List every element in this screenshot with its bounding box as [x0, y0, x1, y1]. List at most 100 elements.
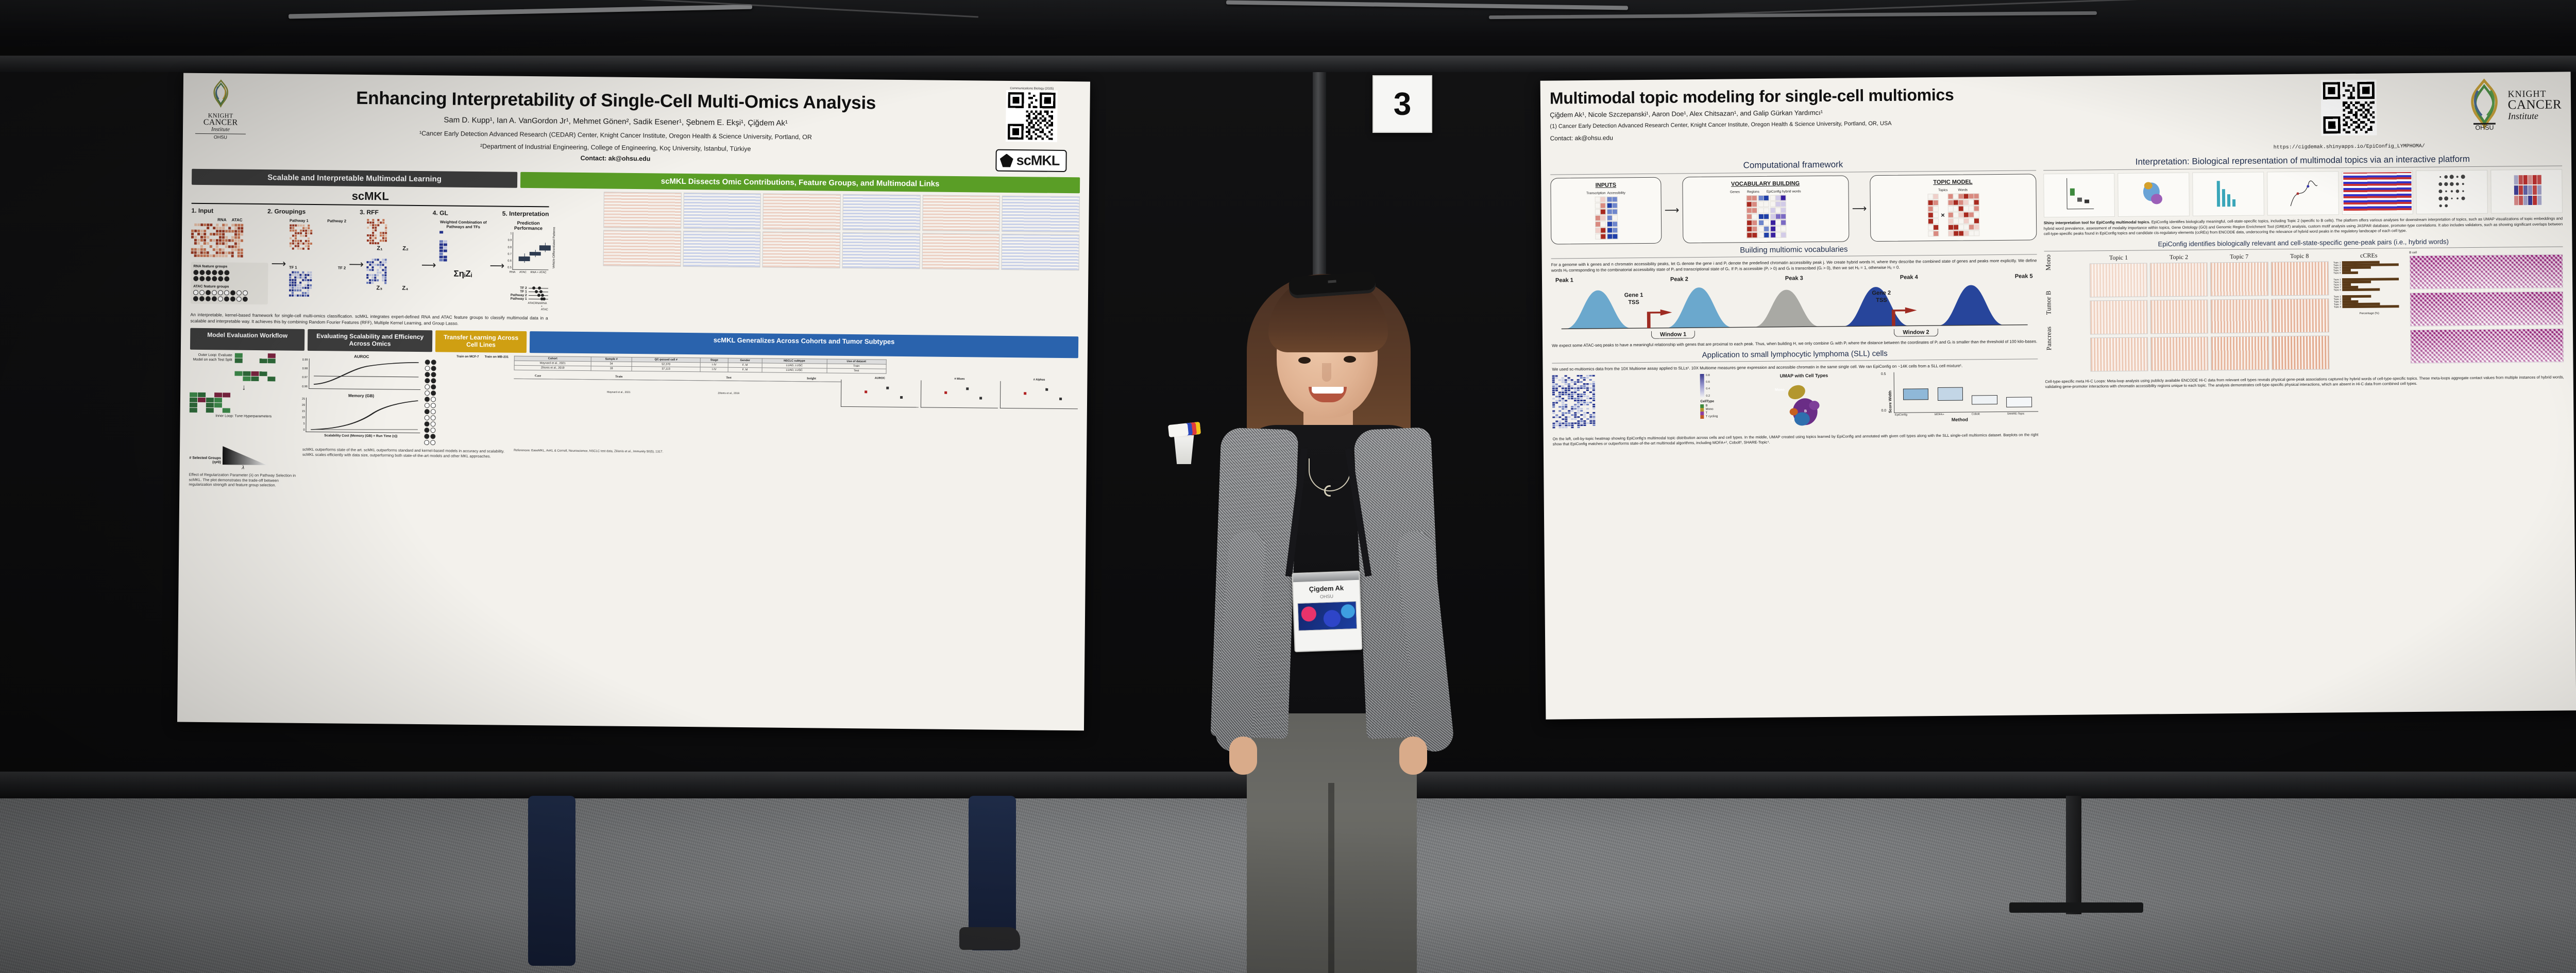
scale-tick: 0.4 [1706, 387, 1710, 391]
heatmap-row-labels: Mono Tumor B Pancreas [2044, 254, 2086, 363]
poster-left-header: KNIGHT CANCER Institute OHSU Enhancing I… [192, 79, 1080, 173]
grouping-heatmaps-pathways [289, 224, 346, 250]
rff-heatmaps-pathways [367, 219, 418, 245]
framework-sublabel: Regions [1747, 190, 1759, 194]
feature-group-title-atac: ATAC feature groups [193, 285, 229, 289]
gen-subplot: AUROC [841, 377, 919, 408]
framework-sublabel: Words [1958, 188, 1968, 192]
knight-cancer-logo: OHSU KNIGHT CANCER Institute [2433, 78, 2562, 130]
y-tick: 0.5 [507, 266, 512, 269]
atac-feature-group-dots [193, 290, 265, 302]
y-tick: 5 [303, 422, 305, 425]
step-label: 1. Input [191, 207, 214, 215]
heatmap-col-header: Topic 2 [2169, 253, 2189, 261]
group-label: Pathway 2 [327, 218, 347, 224]
y-tick: 0.96 [302, 385, 308, 388]
y-tick: 1 [510, 232, 512, 235]
shiny-panel [2490, 169, 2563, 214]
board-support-leg [2066, 796, 2081, 914]
shiny-panel [2192, 172, 2264, 216]
bar-row: Topic 8 [2333, 271, 2405, 274]
group-label: TF 1 [289, 265, 297, 270]
x-tick: ATAC [519, 271, 527, 275]
lambda-caption: Effect of Regularization Parameter (λ) o… [189, 472, 296, 488]
rff-heatmaps-tfs [366, 259, 418, 284]
poster-left-main-row: scMKL 1. Input 2. Groupings 3. RFF 4. GL… [190, 188, 1080, 333]
lambda-panel: # Selected Groups (η≠0) λ Effect of Regu… [189, 446, 297, 488]
method-boxplot-panel: 0.5 0.0 Score Width [1881, 371, 2038, 423]
window-label: Window 2 [1894, 329, 1938, 337]
case-table: Case Train Test Insight Maynard et al., 202… [514, 373, 841, 407]
coffee-cup [1174, 435, 1194, 464]
down-arrow-icon: ↓ [242, 383, 246, 392]
scmkl-logo-badge: scMKL [995, 149, 1067, 173]
knight-logo-line1: KNIGHT [2507, 88, 2547, 99]
y-tick: 0.7 [507, 252, 512, 256]
table-cell: 18 [591, 366, 632, 371]
poster-left-qr-column: Communications Biology (2025) [982, 87, 1081, 173]
lambda-xlabel: λ [242, 465, 245, 471]
genepeak-figure-row: Mono Tumor B Pancreas Topic 1 Topic 2 Topi… [2044, 250, 2564, 375]
scmkl-mark-icon [1000, 153, 1013, 167]
y-tick: 0 [303, 428, 305, 432]
peak-caption: We expect some ATAC-seq peaks to have a … [1552, 339, 2038, 348]
heatmap-row-header: Mono [2044, 254, 2052, 270]
input-block: RNA ATAC RNA feature groups ATAC feature… [190, 217, 269, 305]
bar-label: Topic 8 [2333, 271, 2341, 274]
box-ylabel: Score Width [1887, 390, 1893, 413]
presenter: Çigdem Ak OHSU [1139, 242, 1530, 973]
table-cell: LUAD, LUSC [761, 367, 827, 373]
knight-logo-text: KNIGHT CANCER Institute [2507, 88, 2562, 122]
topic-heatmap-grid: Topic 1 Topic 2 Topic 7 Topic 8 [2090, 252, 2330, 374]
ohsu-wordmark: OHSU [195, 133, 246, 140]
x-tick: RNA [509, 270, 516, 275]
banner-generalizes: scMKL Generalizes Across Cohorts and Tum… [529, 331, 1079, 359]
poster-right[interactable]: Multimodal topic modeling for single-cel… [1540, 72, 2576, 720]
shiny-panel [2043, 173, 2115, 218]
ccre-header: cCREs [2360, 251, 2378, 259]
qr-code-icon[interactable] [2320, 79, 2377, 136]
peak-label: Peak 4 [1900, 274, 1918, 281]
qr-code-icon[interactable] [1005, 90, 1058, 142]
poster-right-contact: Contact: ak@ohsu.edu [1550, 134, 1613, 142]
knight-logo-line2: CANCER [2507, 97, 2562, 112]
framework-box-title: VOCABULARY BUILDING [1731, 180, 1800, 187]
sll-caption: On the left, cell-by-topic heatmap showi… [1552, 432, 2039, 447]
shiny-title: Shiny interpretation tool for EpiConfig … [2043, 219, 2150, 226]
heatmap-col-header: Topic 1 [2109, 253, 2128, 261]
dissection-panel: Vehicle-Differentiated Patterns [552, 192, 1080, 333]
framework-sublabel: EpiConfig hybrid words [1766, 190, 1801, 194]
gl-formula: ΣηᵢZᵢ [453, 268, 472, 279]
sll-figure-row: 0.8 0.6 0.4 0.2 CellType B Mono T T cycling [1552, 371, 2039, 433]
table-cell: 37,113 [631, 366, 701, 372]
shiny-panel [2341, 170, 2414, 215]
y-tick: 0.6 [507, 259, 512, 263]
bar-row: Topic 8 [2333, 288, 2405, 291]
poster-left-title: Enhancing Interpretability of Single-Cel… [355, 88, 876, 113]
y-tick: 0.5 [1880, 372, 1886, 376]
legend-label: Mono [1705, 408, 1714, 412]
model-eval-panel: Outer Loop: Evaluate Model on each Test … [189, 353, 298, 444]
rff-block: Z₁ Z₂ Z₃ Z₄ [366, 219, 418, 292]
hand-left [1229, 737, 1257, 775]
final-caption: Cell-type-specific meta Hi-C Loops: Meta… [2045, 374, 2564, 389]
method-caption: An interpretable, kernel-based framework… [190, 312, 548, 326]
authors-text: Sam D. Kupp¹, Ian A. VanGordon Jr¹, Mehm… [444, 115, 788, 128]
banner-scmkl-dissects: scMKL Dissects Omic Contributions, Featu… [520, 172, 1080, 194]
knight-flame-icon: OHSU [2470, 78, 2498, 130]
poster-left[interactable]: KNIGHT CANCER Institute OHSU Enhancing I… [177, 73, 1091, 731]
authors-rest: , Nicole Szczepanski¹, Aaron Doe¹, Alex … [1584, 108, 1823, 119]
tss-label: TSS [1876, 297, 1887, 303]
y-tick: 20 [301, 403, 306, 407]
celltype-legend-title: CellType [1700, 399, 1715, 403]
auroc-axes [512, 232, 551, 270]
shiny-panel [2416, 169, 2488, 214]
y-tick: 0.97 [302, 376, 308, 380]
svg-text:OHSU: OHSU [2475, 124, 2494, 130]
peaks-diagram: Peak 1 Peak 2 Peak 3 Peak 4 Peak 5 [1551, 274, 2038, 340]
y-tick: 0.98 [302, 367, 308, 371]
y-tick: 0.8 [507, 246, 512, 249]
table-cell: Maynard et al., 2021 [607, 390, 631, 394]
step-label: 3. RFF [360, 209, 379, 216]
